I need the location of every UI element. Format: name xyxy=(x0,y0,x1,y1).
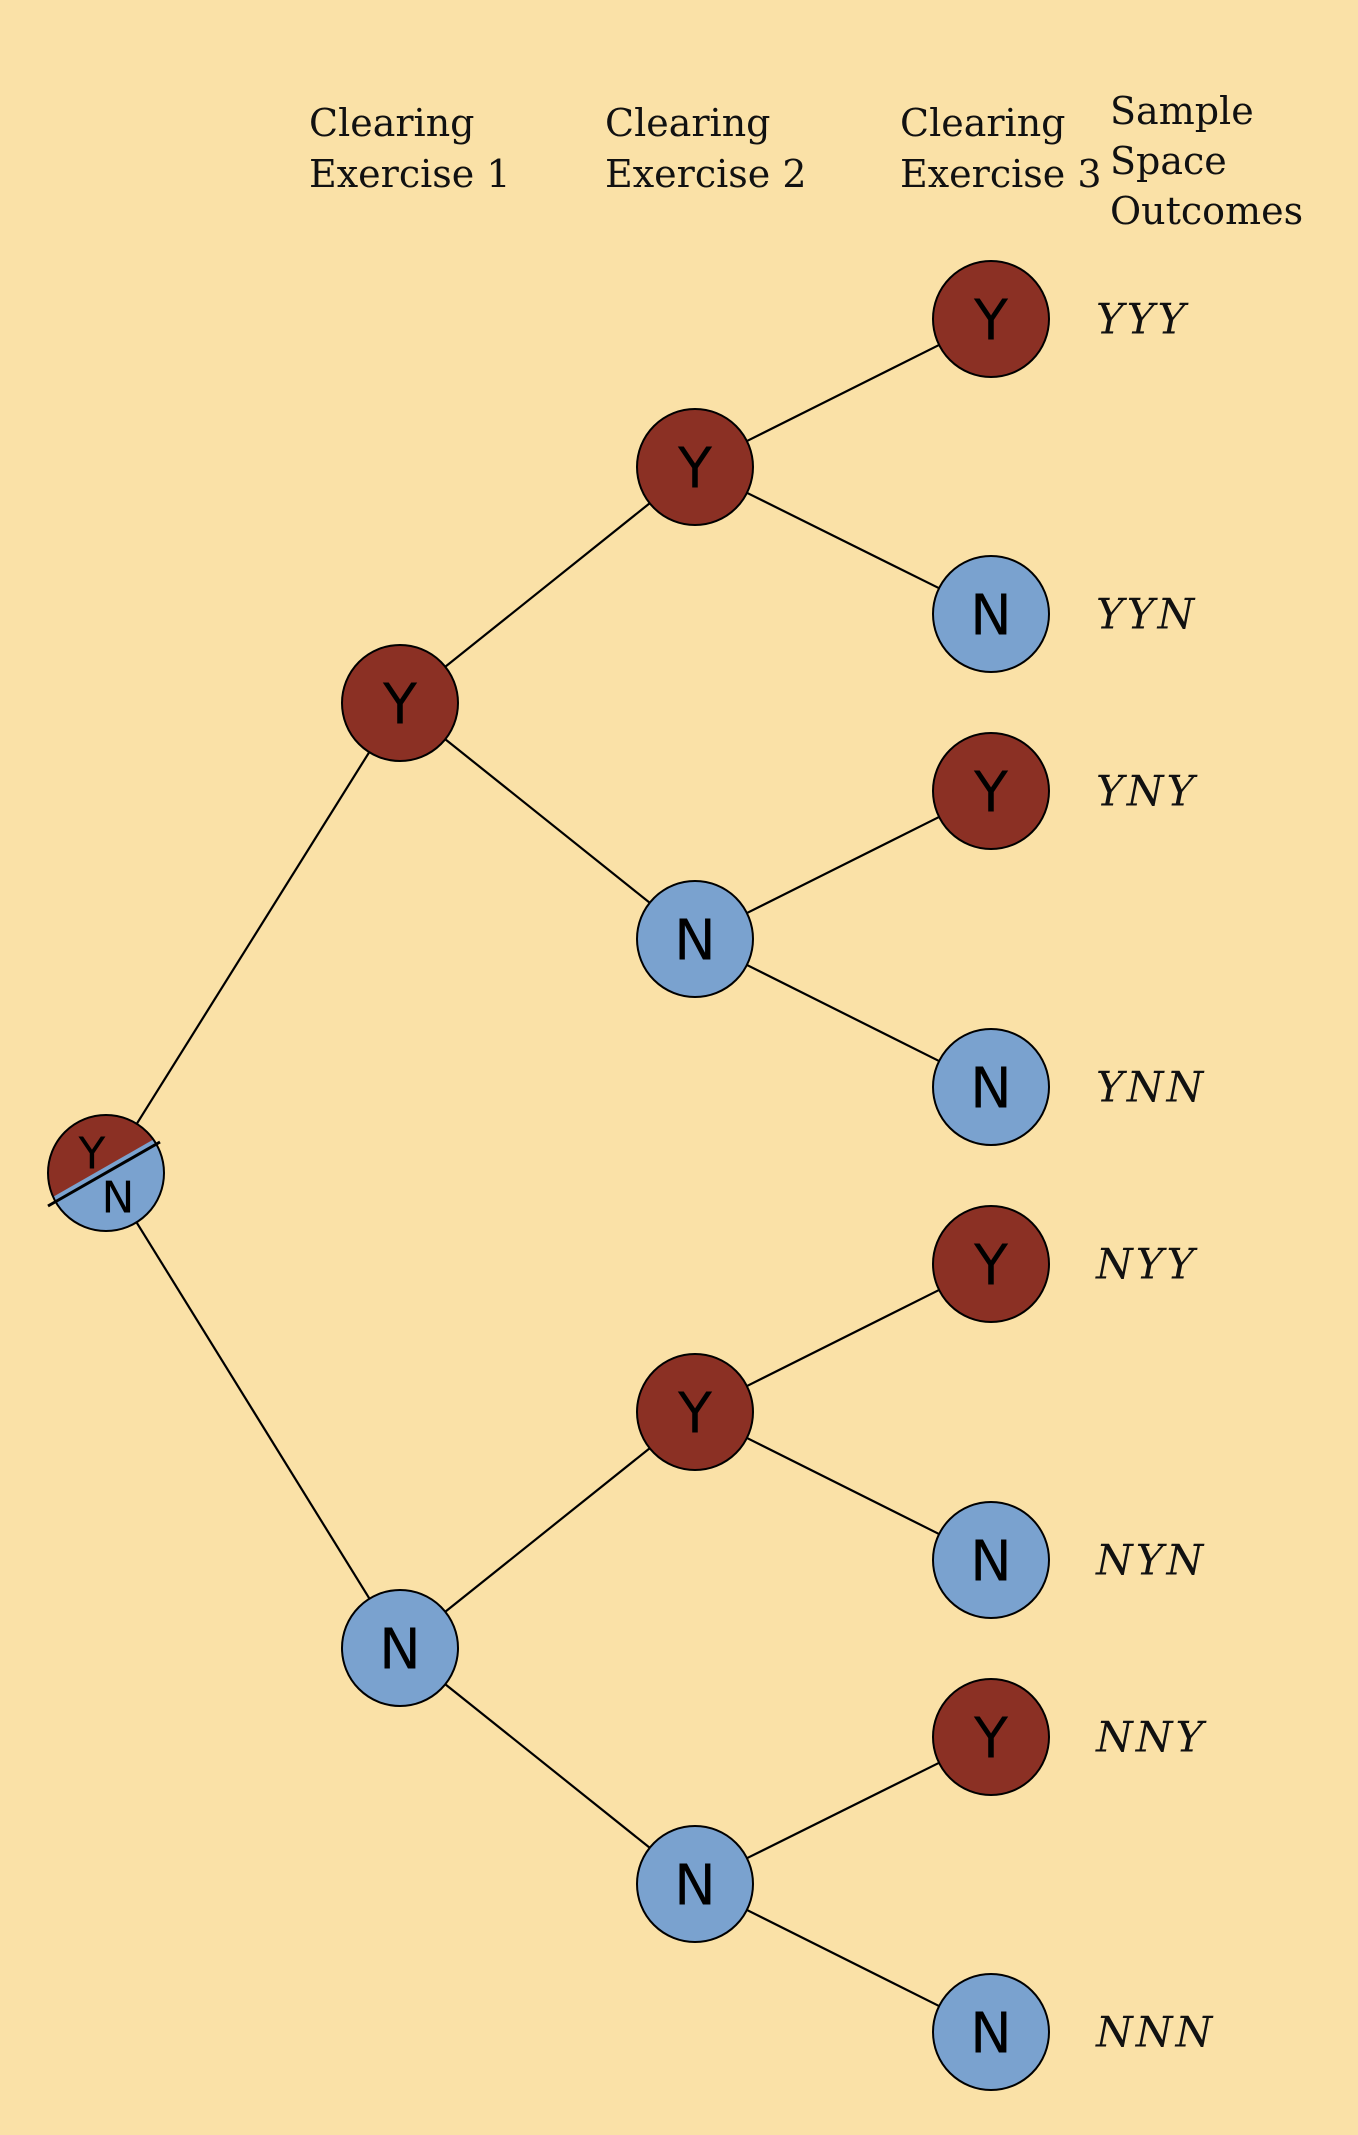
exercise-3-node-y-0-circle xyxy=(932,260,1050,378)
header-exercise-1-line-2: Exercise 1 xyxy=(309,152,511,196)
exercise-3-node-y-4: Y xyxy=(932,1205,1050,1323)
root-no-label: N xyxy=(102,1173,135,1224)
exercise-2-node-n-1: N xyxy=(636,880,754,998)
sample-space-outcomes: YYY YYN YNY YNN NYY NYN NNY NNN xyxy=(1095,295,1215,2057)
exercise-3-node-n-5-circle xyxy=(932,1501,1050,1619)
edge-l2-to-l3-3 xyxy=(746,963,940,1063)
exercise-3-node-n-7: N xyxy=(932,1973,1050,2091)
header-exercise-1: Clearing Exercise 1 xyxy=(309,101,511,196)
exercise-3-node-n-7-label: N xyxy=(970,2002,1012,2067)
exercise-2-node-y-2: Y xyxy=(636,1353,754,1471)
outcome-yyn: YYN xyxy=(1096,590,1197,639)
header-exercise-3-line-2: Exercise 3 xyxy=(900,152,1102,196)
exercise-2-node-y-0-label: Y xyxy=(677,437,713,502)
exercise-2-node-n-3-label: N xyxy=(674,1854,716,1919)
outcome-nny: NNY xyxy=(1095,1713,1208,1762)
exercise-2-node-n-1-circle xyxy=(636,880,754,998)
header-outcomes: Sample Space Outcomes xyxy=(1110,89,1303,233)
header-exercise-2-line-1: Clearing xyxy=(605,101,771,145)
edge-l2-to-l3-7 xyxy=(746,1908,940,2008)
exercise-3-node-n-3-circle xyxy=(932,1028,1050,1146)
exercise-3-node-y-2-label: Y xyxy=(973,761,1009,826)
exercise-3-node-n-7-circle xyxy=(932,1973,1050,2091)
exercise-2-node-y-2-circle xyxy=(636,1353,754,1471)
exercise-2-node-y-0-circle xyxy=(636,408,754,526)
exercise-3-node-y-0-label: Y xyxy=(973,289,1009,354)
edge-l1-to-l2-1 xyxy=(444,738,651,904)
edge-l1-to-l2-3 xyxy=(444,1683,651,1849)
outcome-ynn: YNN xyxy=(1096,1063,1206,1112)
exercise-3-node-y-6: Y xyxy=(932,1678,1050,1796)
edge-l2-to-l3-1 xyxy=(746,491,940,590)
edge-l2-to-l3-6 xyxy=(746,1761,940,1860)
outcome-yyy: YYY xyxy=(1096,295,1189,344)
root-outline xyxy=(47,1114,165,1232)
exercise-3-node-y-4-circle xyxy=(932,1205,1050,1323)
exercise-3-node-n-5: N xyxy=(932,1501,1050,1619)
exercise-3-node-n-1: N xyxy=(932,555,1050,673)
header-exercise-2-line-2: Exercise 2 xyxy=(605,152,807,196)
exercise-3-node-y-2-circle xyxy=(932,732,1050,850)
edge-l2-to-l3-4 xyxy=(746,1288,940,1388)
outcome-nyn: NYN xyxy=(1095,1536,1206,1585)
header-exercise-3-line-1: Clearing xyxy=(900,101,1066,145)
header-outcomes-line-3: Outcomes xyxy=(1110,189,1303,233)
exercise-1-node-y-0-circle xyxy=(341,644,459,762)
exercise-1-node-n-1-circle xyxy=(341,1589,459,1707)
outcome-nyy: NYY xyxy=(1095,1240,1198,1289)
column-headers: Clearing Exercise 1 Clearing Exercise 2 … xyxy=(309,89,1303,233)
exercise-2-node-n-3: N xyxy=(636,1825,754,1943)
header-exercise-3: Clearing Exercise 3 xyxy=(900,101,1102,196)
exercise-3-node-y-2: Y xyxy=(932,732,1050,850)
exercise-3-node-n-3: N xyxy=(932,1028,1050,1146)
root-divider xyxy=(47,1140,161,1208)
exercise-3-node-n-5-label: N xyxy=(970,1530,1012,1595)
outcome-nnn: NNN xyxy=(1095,2008,1215,2057)
edge-root-to-l1-1 xyxy=(135,1221,371,1600)
header-exercise-2: Clearing Exercise 2 xyxy=(605,101,807,196)
exercise-3-node-y-6-label: Y xyxy=(973,1707,1009,1772)
edge-l2-to-l3-5 xyxy=(746,1436,940,1536)
exercise-3-node-n-1-label: N xyxy=(970,584,1012,649)
root-yes-label: Y xyxy=(78,1129,106,1180)
exercise-2-node-n-1-label: N xyxy=(674,909,716,974)
exercise-3-node-n-3-label: N xyxy=(970,1057,1012,1122)
exercise-1-node-n-1-label: N xyxy=(379,1618,421,1683)
edge-l1-to-l2-0 xyxy=(444,502,651,668)
exercise-1-node-y-0: Y xyxy=(341,644,459,762)
edge-root-to-l1-0 xyxy=(135,751,371,1125)
exercise-3-node-y-4-label: Y xyxy=(973,1234,1009,1299)
outcome-yny: YNY xyxy=(1096,767,1198,816)
edge-l1-to-l2-2 xyxy=(444,1447,651,1613)
exercise-2-node-y-2-label: Y xyxy=(677,1382,713,1447)
tree-nodes: Y N Y N Y N Y N Y N Y N Y N xyxy=(341,260,1050,2091)
edge-l2-to-l3-0 xyxy=(746,343,940,443)
root-node: Y N xyxy=(47,1114,165,1232)
header-outcomes-line-1: Sample xyxy=(1110,89,1254,133)
exercise-1-node-y-0-label: Y xyxy=(382,673,418,738)
header-exercise-1-line-1: Clearing xyxy=(309,101,475,145)
exercise-2-node-y-0: Y xyxy=(636,408,754,526)
exercise-1-node-n-1: N xyxy=(341,1589,459,1707)
tree-edges xyxy=(135,343,940,2008)
exercise-3-node-y-0: Y xyxy=(932,260,1050,378)
edge-l2-to-l3-2 xyxy=(746,815,940,915)
header-outcomes-line-2: Space xyxy=(1110,139,1227,183)
exercise-3-node-y-6-circle xyxy=(932,1678,1050,1796)
exercise-3-node-n-1-circle xyxy=(932,555,1050,673)
exercise-2-node-n-3-circle xyxy=(636,1825,754,1943)
